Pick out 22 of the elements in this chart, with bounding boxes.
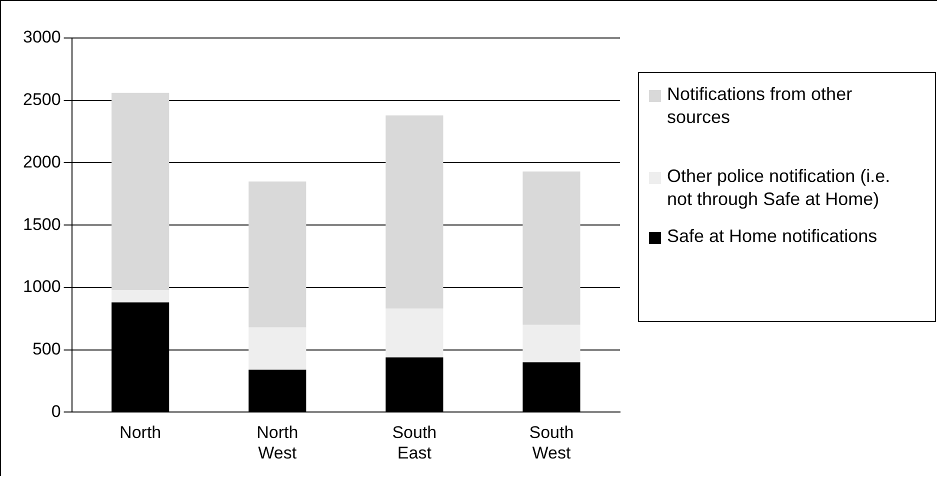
bar (248, 181, 306, 328)
legend-label: Safe at Home notifications (667, 225, 878, 248)
bar (112, 290, 170, 302)
y-tick-label: 1500 (22, 214, 61, 234)
bar (248, 327, 306, 370)
y-tick-label: 2500 (22, 90, 61, 110)
x-tick-label: South West (529, 423, 574, 462)
y-tick-label: 0 (51, 402, 61, 421)
bar (112, 92, 170, 290)
y-tick-label: 3000 (22, 28, 61, 47)
x-tick-label: North (120, 423, 162, 442)
bar (386, 115, 444, 309)
bar (522, 324, 580, 362)
legend-label: Other police notification (i.e. not through Safe at Home) (667, 165, 892, 211)
y-tick-label: 500 (32, 340, 61, 359)
y-tick-label: 1000 (22, 277, 61, 296)
x-tick-label: South East (392, 423, 437, 462)
legend-label: Notifications from other sources (667, 83, 854, 129)
bar (386, 308, 444, 358)
y-tick-label: 2000 (22, 152, 61, 172)
x-tick-label: North West (256, 423, 298, 462)
bar (522, 171, 580, 325)
